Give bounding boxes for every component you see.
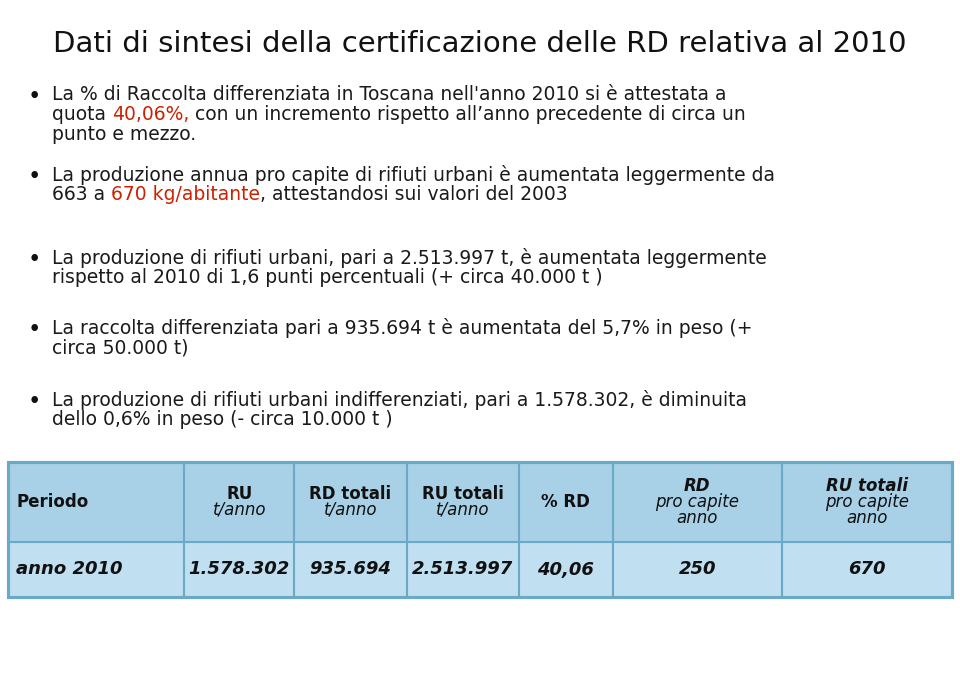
Text: anno 2010: anno 2010 <box>16 561 123 579</box>
Text: anno: anno <box>847 509 888 527</box>
Text: •: • <box>28 248 41 271</box>
Text: Periodo: Periodo <box>16 493 88 511</box>
Text: pro capite: pro capite <box>826 493 909 511</box>
Text: , attestandosi sui valori del 2003: , attestandosi sui valori del 2003 <box>260 185 567 204</box>
Text: RD: RD <box>684 477 710 495</box>
Text: 40,06%,: 40,06%, <box>112 105 189 124</box>
Text: t/anno: t/anno <box>324 501 377 519</box>
Text: quota: quota <box>52 105 112 124</box>
Text: 670: 670 <box>849 561 886 579</box>
Text: anno: anno <box>677 509 718 527</box>
Text: punto e mezzo.: punto e mezzo. <box>52 125 196 144</box>
Text: La produzione di rifiuti urbani, pari a 2.513.997 t, è aumentata leggermente: La produzione di rifiuti urbani, pari a … <box>52 248 767 268</box>
Text: RU totali: RU totali <box>826 477 908 495</box>
Text: pro capite: pro capite <box>656 493 739 511</box>
Text: La produzione annua pro capite di rifiuti urbani è aumentata leggermente da: La produzione annua pro capite di rifiut… <box>52 165 775 185</box>
Text: 1.578.302: 1.578.302 <box>188 561 290 579</box>
Text: RU totali: RU totali <box>421 485 504 503</box>
Bar <box>8 462 952 542</box>
Text: 250: 250 <box>679 561 716 579</box>
Text: Dati di sintesi della certificazione delle RD relativa al 2010: Dati di sintesi della certificazione del… <box>53 30 907 58</box>
Text: RD totali: RD totali <box>309 485 392 503</box>
Text: •: • <box>28 85 41 108</box>
Text: 670 kg/abitante: 670 kg/abitante <box>111 185 260 204</box>
Text: La produzione di rifiuti urbani indifferenziati, pari a 1.578.302, è diminuita: La produzione di rifiuti urbani indiffer… <box>52 390 747 410</box>
Bar <box>8 542 952 597</box>
Text: La % di Raccolta differenziata in Toscana nell'anno 2010 si è attestata a: La % di Raccolta differenziata in Toscan… <box>52 85 727 104</box>
Text: circa 50.000 t): circa 50.000 t) <box>52 338 188 357</box>
Bar <box>8 462 952 597</box>
Text: La raccolta differenziata pari a 935.694 t è aumentata del 5,7% in peso (+: La raccolta differenziata pari a 935.694… <box>52 318 753 338</box>
Text: •: • <box>28 318 41 341</box>
Text: 40,06: 40,06 <box>538 561 594 579</box>
Text: 935.694: 935.694 <box>309 561 392 579</box>
Text: t/anno: t/anno <box>212 501 266 519</box>
Text: % RD: % RD <box>541 493 590 511</box>
Text: RU: RU <box>227 485 252 503</box>
Text: con un incremento rispetto all’anno precedente di circa un: con un incremento rispetto all’anno prec… <box>189 105 746 124</box>
Text: 663 a: 663 a <box>52 185 111 204</box>
Text: •: • <box>28 390 41 413</box>
Text: 2.513.997: 2.513.997 <box>412 561 514 579</box>
Text: t/anno: t/anno <box>436 501 490 519</box>
Text: rispetto al 2010 di 1,6 punti percentuali (+ circa 40.000 t ): rispetto al 2010 di 1,6 punti percentual… <box>52 268 603 287</box>
Text: •: • <box>28 165 41 188</box>
Text: dello 0,6% in peso (- circa 10.000 t ): dello 0,6% in peso (- circa 10.000 t ) <box>52 410 393 429</box>
